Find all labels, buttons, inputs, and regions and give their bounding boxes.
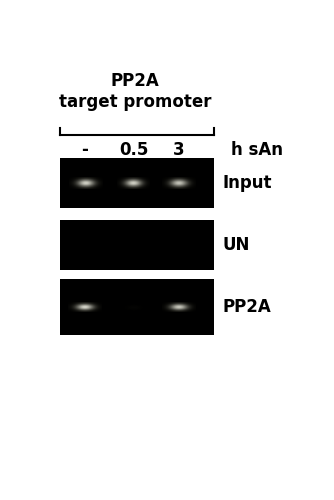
Text: PP2A: PP2A <box>223 298 272 316</box>
FancyBboxPatch shape <box>60 280 214 336</box>
Text: -: - <box>81 142 88 160</box>
Text: target promoter: target promoter <box>59 94 211 112</box>
FancyBboxPatch shape <box>60 220 214 270</box>
Text: UN: UN <box>223 236 250 254</box>
Text: 0.5: 0.5 <box>119 142 148 160</box>
Text: h sAn: h sAn <box>231 142 283 160</box>
Text: PP2A: PP2A <box>111 72 159 90</box>
FancyBboxPatch shape <box>60 158 214 208</box>
Text: 3: 3 <box>173 142 185 160</box>
Text: Input: Input <box>223 174 273 192</box>
